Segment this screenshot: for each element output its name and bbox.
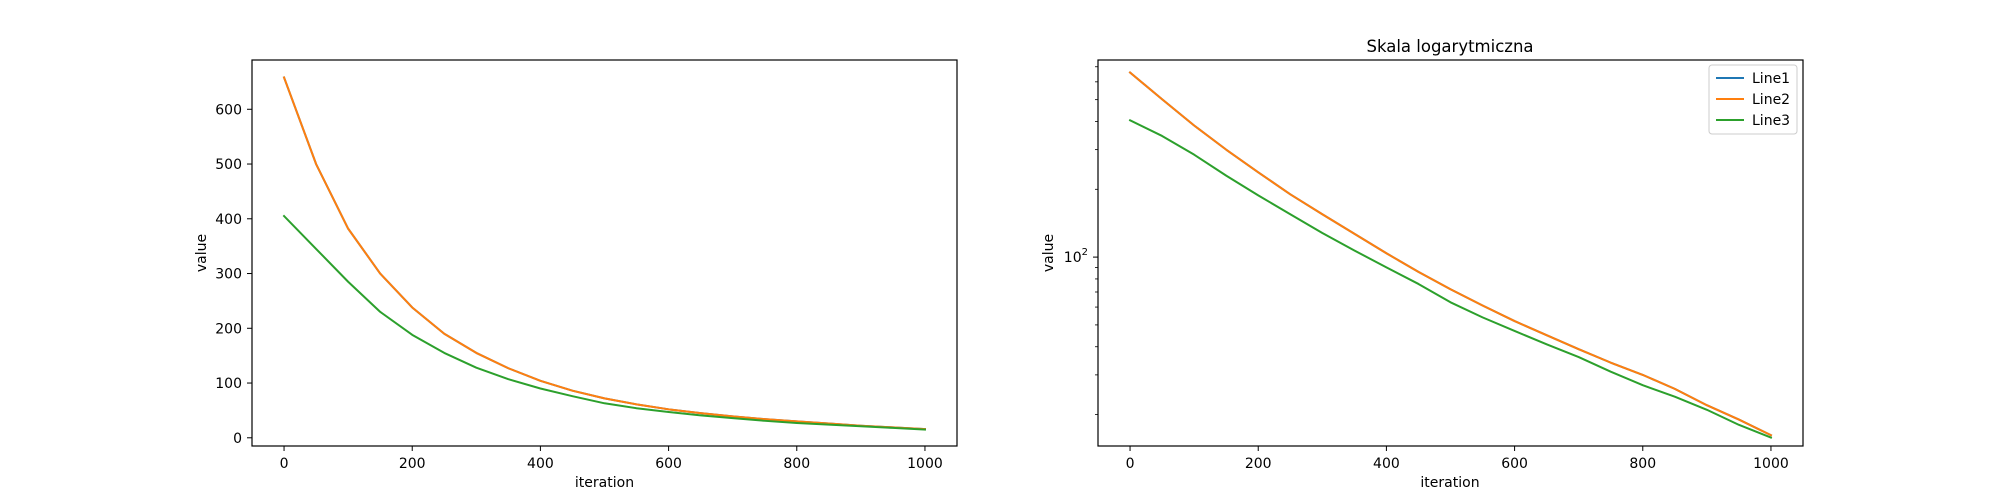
y-tick-label: 200 (215, 321, 242, 337)
linear-chart-panel: 0 200 400 600 800 1000 0 100 200 300 400 500 600 it… (194, 59, 958, 491)
x-tick-label: 600 (655, 456, 682, 472)
series-line-line3 (1128, 118, 1773, 439)
x-tick-label: 200 (1245, 456, 1272, 472)
y-axis-label: value (1041, 234, 1057, 272)
x-axis-label: iteration (1420, 475, 1479, 491)
legend-label-line2: Line2 (1752, 92, 1790, 108)
series-line-line2 (1128, 71, 1773, 437)
y-axis-label: value (194, 234, 210, 272)
x-tick-label: 0 (1126, 456, 1135, 472)
y-tick-label: 100 (215, 376, 242, 392)
legend: Line1 Line2 Line3 (1708, 64, 1798, 135)
x-tick-label: 400 (527, 456, 554, 472)
x-tick-label: 600 (1501, 456, 1528, 472)
x-axis-ticks: 0 200 400 600 800 1000 (280, 446, 943, 472)
y-tick-label: 400 (215, 212, 242, 228)
x-tick-label: 400 (1373, 456, 1400, 472)
legend-box (1708, 64, 1798, 135)
x-tick-label: 1000 (907, 456, 943, 472)
y-axis-ticks: 0 100 200 300 400 500 600 (215, 102, 252, 447)
y-tick-label: 0 (233, 431, 242, 447)
y-tick-label: 500 (215, 157, 242, 173)
series-group (1128, 71, 1773, 439)
plot-frame (1097, 59, 1804, 447)
x-tick-label: 800 (1629, 456, 1656, 472)
legend-label-line1: Line1 (1752, 71, 1790, 87)
x-tick-label: 200 (399, 456, 426, 472)
chart-title: Skala logarytmiczna (1366, 37, 1533, 56)
x-axis-label: iteration (575, 475, 634, 491)
y-tick-label: 102 (1064, 247, 1088, 266)
log-chart-panel: Skala logarytmiczna 0 200 400 600 800 1000 10… (1041, 37, 1804, 491)
y-tick-label: 300 (215, 267, 242, 283)
series-line-line2 (282, 76, 927, 431)
y-tick-label: 600 (215, 102, 242, 118)
x-axis-ticks: 0 200 400 600 800 1000 (1126, 446, 1789, 472)
y-axis-ticks: 102 (1064, 66, 1098, 415)
series-line-line3 (282, 214, 926, 431)
x-tick-label: 800 (783, 456, 810, 472)
series-group (282, 76, 927, 431)
legend-label-line3: Line3 (1752, 113, 1790, 129)
plot-frame (251, 59, 958, 447)
x-tick-label: 1000 (1753, 456, 1789, 472)
x-tick-label: 0 (280, 456, 289, 472)
